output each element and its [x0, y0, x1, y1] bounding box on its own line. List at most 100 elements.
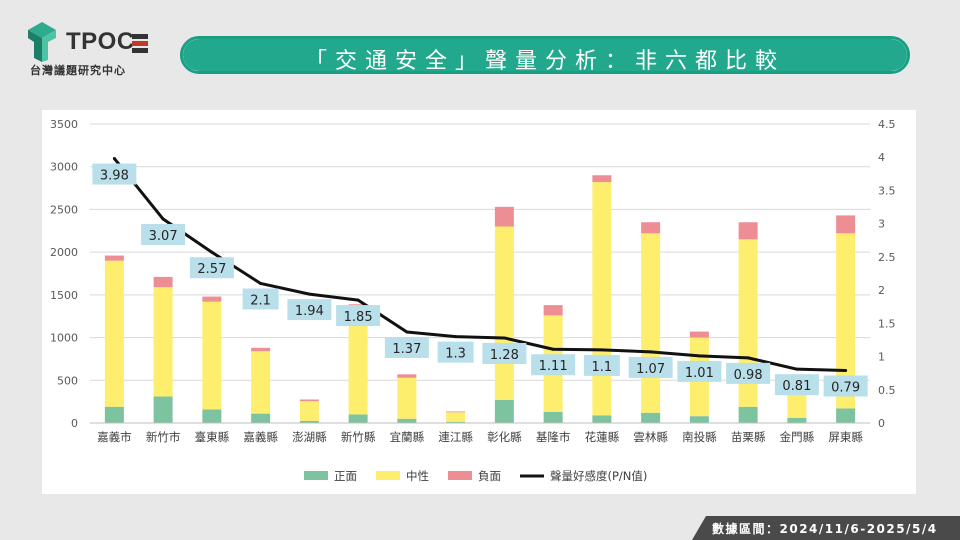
x-tick-label: 嘉義市	[97, 430, 132, 444]
bar-positive	[153, 396, 173, 423]
y-left-tick-label: 1000	[50, 332, 78, 345]
line-point	[844, 369, 848, 373]
logo-mark-icon	[28, 22, 56, 62]
x-tick-label: 新竹市	[146, 430, 181, 444]
data-label-box	[437, 341, 474, 363]
data-label-box	[242, 288, 279, 310]
bar-neutral	[641, 233, 661, 413]
legend-swatch	[376, 471, 400, 480]
bar-positive	[251, 413, 271, 423]
x-tick-label: 花蓮縣	[585, 430, 620, 444]
x-tick-label: 屏東縣	[828, 430, 863, 444]
legend-swatch	[304, 471, 328, 480]
data-label-box	[823, 375, 868, 397]
x-tick-label: 金門縣	[780, 430, 815, 444]
line-point	[746, 356, 750, 360]
data-label: 1.07	[636, 362, 665, 377]
line-point	[502, 336, 506, 340]
y-left-tick-label: 2000	[50, 246, 78, 259]
data-label-box	[189, 257, 234, 279]
data-label-box	[583, 354, 620, 376]
data-label-box	[628, 356, 673, 378]
bar-positive	[592, 415, 612, 423]
x-tick-label: 南投縣	[682, 430, 717, 444]
data-label: 1.01	[685, 366, 714, 381]
logo-subtitle: 台灣議題研究中心	[30, 64, 126, 77]
bar-neutral	[592, 182, 612, 416]
logo-accent-icon	[132, 34, 148, 53]
data-label-box	[726, 362, 771, 384]
y-left-tick-label: 0	[71, 417, 78, 430]
x-tick-label: 基隆市	[536, 430, 571, 444]
data-label: 3.07	[149, 229, 178, 244]
y-left-tick-label: 500	[57, 374, 78, 387]
bar-neutral	[299, 401, 319, 421]
title-banner-fill	[183, 39, 907, 71]
data-label-box	[677, 360, 722, 382]
bar-negative	[836, 215, 856, 234]
x-tick-label: 彰化縣	[487, 430, 522, 444]
legend-swatch	[448, 471, 472, 480]
bar-negative	[543, 305, 563, 316]
legend-label: 負面	[478, 469, 501, 483]
bar-neutral	[153, 287, 173, 397]
line-pn-value	[113, 157, 846, 373]
title-banner: 「交通安全」聲量分析：非六都比較	[180, 36, 910, 74]
data-label: 0.79	[831, 381, 860, 396]
x-tick-label: 新竹縣	[341, 430, 376, 444]
data-label: 0.98	[734, 368, 763, 383]
y-right-tick-label: 3.5	[878, 184, 896, 197]
bar-positive	[836, 408, 856, 423]
line-point	[649, 350, 653, 354]
x-tick-label: 嘉義縣	[243, 430, 278, 444]
line-point	[210, 250, 214, 254]
line-series	[112, 157, 848, 373]
bar-negative	[202, 296, 222, 302]
data-label: 1.3	[445, 347, 466, 362]
line-point	[795, 367, 799, 371]
bar-neutral	[104, 260, 124, 407]
x-tick-label: 宜蘭縣	[390, 430, 425, 444]
legend-label: 中性	[406, 469, 429, 483]
bar-positive	[348, 414, 368, 423]
y-right-tick-label: 3	[878, 218, 885, 231]
bar-negative	[446, 411, 466, 413]
line-point	[161, 217, 165, 221]
data-label: 2.1	[250, 293, 271, 308]
data-label: 1.85	[344, 310, 373, 325]
line-point	[551, 347, 555, 351]
data-label: 1.28	[490, 348, 519, 363]
bar-negative	[494, 206, 514, 227]
line-point	[600, 348, 604, 352]
bar-negative	[641, 222, 661, 234]
x-tick-label: 連江縣	[438, 430, 473, 444]
data-labels: 3.98 3.07 2.57 2.1 1.94 1.85 1.37 1.3 1.28 1.11 1.…	[92, 163, 868, 397]
bar-positive	[446, 421, 466, 423]
y-left-tick-label: 3000	[50, 161, 78, 174]
data-label-box	[92, 163, 137, 185]
line-point	[454, 335, 458, 339]
y-right-tick-label: 1	[878, 351, 885, 364]
bar-positive	[397, 418, 417, 423]
line-point	[112, 157, 116, 161]
bar-positive	[641, 412, 661, 423]
y-right-tick-label: 0.5	[878, 384, 896, 397]
tpoc-logo: TPOC 台灣議題研究中心	[22, 18, 162, 82]
bar-negative	[251, 347, 271, 352]
x-tick-label: 苗栗縣	[731, 430, 766, 444]
bar-positive	[787, 417, 807, 423]
line-point	[405, 330, 409, 334]
y-left-tick-label: 2500	[50, 203, 78, 216]
bar-negative	[299, 399, 319, 402]
y-right-tick-label: 2	[878, 284, 885, 297]
data-label-box	[774, 374, 819, 396]
bar-positive	[494, 399, 514, 423]
chart-panel: 3.98 3.07 2.57 2.1 1.94 1.85 1.37 1.3 1.28 1.11 1.…	[42, 110, 916, 494]
date-range-footer: 數據區間：2024/11/6-2025/5/4	[692, 516, 960, 540]
bar-negative	[153, 276, 173, 288]
bar-neutral	[494, 226, 514, 400]
x-tick-label: 澎湖縣	[292, 430, 327, 444]
data-label: 2.57	[197, 262, 226, 277]
bar-series	[104, 175, 856, 423]
bar-negative	[397, 374, 417, 378]
